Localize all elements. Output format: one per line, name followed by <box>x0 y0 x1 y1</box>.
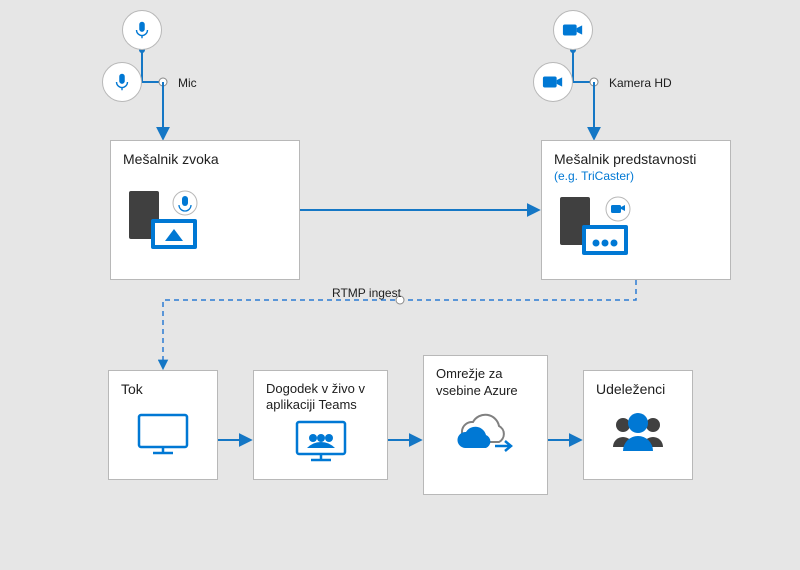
microphone-icon <box>131 19 153 41</box>
camera-icon <box>542 74 564 90</box>
mic-label: Mic <box>178 76 197 90</box>
rtmp-label: RTMP ingest <box>332 286 401 300</box>
attendees-title: Udeleženci <box>596 381 680 397</box>
mic-icon-2 <box>102 62 142 102</box>
azure-cdn-box: Omrežje za vsebine Azure <box>423 355 548 495</box>
camera-icon-1 <box>553 10 593 50</box>
monitor-icon <box>133 409 193 459</box>
attendees-box: Udeleženci <box>583 370 693 480</box>
microphone-icon <box>111 71 133 93</box>
audio-mixer-box: Mešalnik zvoka <box>110 140 300 280</box>
presentation-mixer-title: Mešalnik predstavnosti <box>554 151 718 167</box>
cloud-arrow-icon <box>451 410 521 460</box>
stream-title: Tok <box>121 381 205 397</box>
camera-label: Kamera HD <box>609 76 672 90</box>
camera-icon <box>562 22 584 38</box>
stream-box: Tok <box>108 370 218 480</box>
teams-event-title: Dogodek v živo v aplikaciji Teams <box>266 381 375 414</box>
audio-mixer-title: Mešalnik zvoka <box>123 151 287 167</box>
teams-monitor-icon <box>291 418 351 466</box>
presentation-mixer-graphic-icon <box>554 189 644 259</box>
presentation-mixer-sub: (e.g. TriCaster) <box>554 169 718 183</box>
teams-event-box: Dogodek v živo v aplikaciji Teams <box>253 370 388 480</box>
camera-icon-2 <box>533 62 573 102</box>
azure-cdn-title: Omrežje za vsebine Azure <box>436 366 535 400</box>
mic-icon-1 <box>122 10 162 50</box>
audio-mixer-graphic-icon <box>123 183 213 253</box>
people-icon <box>603 407 673 457</box>
presentation-mixer-box: Mešalnik predstavnosti (e.g. TriCaster) <box>541 140 731 280</box>
